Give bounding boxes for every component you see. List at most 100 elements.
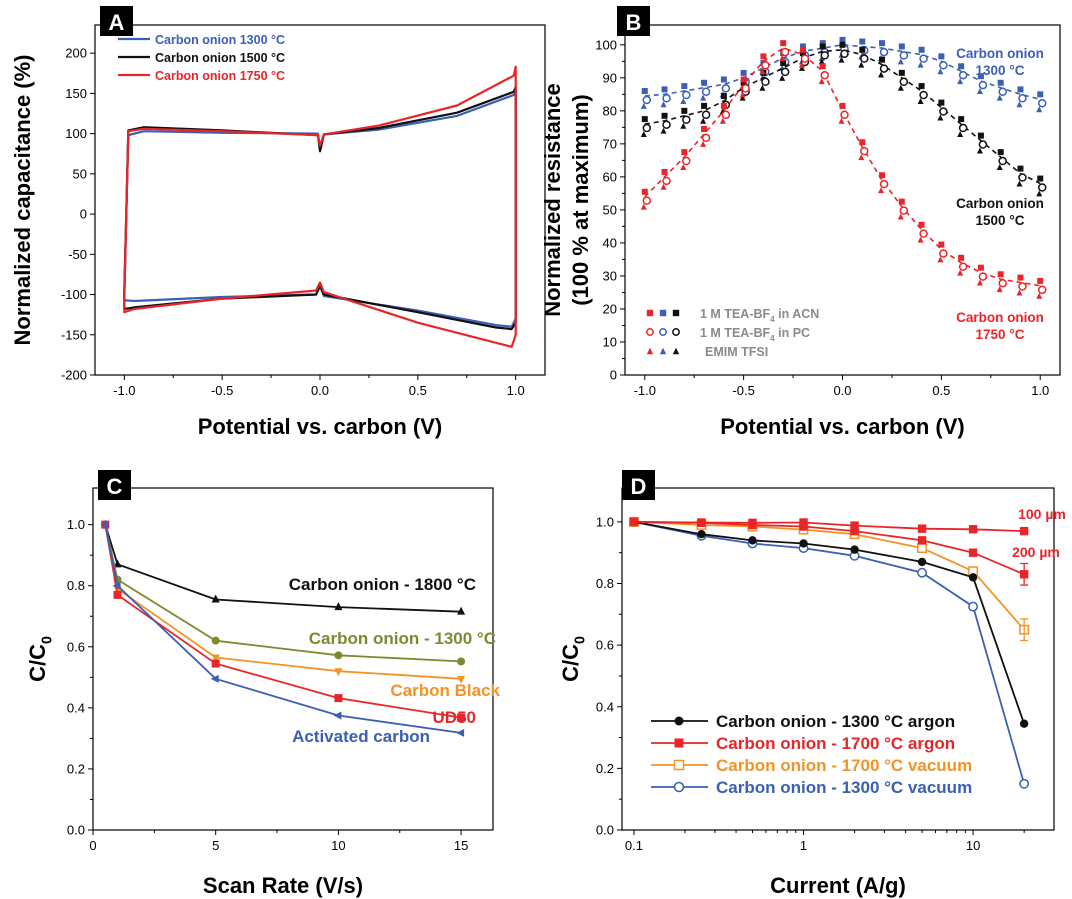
legend-marker	[659, 328, 667, 336]
series-annotation: Carbon onion	[956, 310, 1044, 325]
data-point	[641, 116, 648, 123]
data-point	[680, 122, 687, 129]
legend-label: 1 M TEA-BF4 in ACN	[700, 307, 819, 324]
data-point	[939, 61, 948, 70]
y-axis-label: C/C0	[558, 636, 589, 682]
y-tick-label: 50	[73, 166, 87, 181]
data-point	[681, 83, 688, 90]
data-point	[968, 548, 978, 557]
y-tick-label: 0.0	[67, 823, 85, 838]
data-point	[840, 49, 849, 58]
y-tick-label: 50	[603, 202, 617, 217]
data-point	[917, 536, 927, 545]
x-tick-label: 0.5	[409, 383, 427, 398]
y-tick-label: 0	[610, 368, 617, 383]
data-point	[939, 107, 948, 116]
x-tick-label: 0.5	[932, 383, 950, 398]
data-point	[799, 43, 806, 50]
y-axis-label: Normalized capacitance (%)	[10, 55, 35, 346]
y-tick-label: 150	[65, 86, 87, 101]
data-point	[958, 262, 968, 271]
data-point	[977, 264, 984, 271]
data-point	[700, 117, 707, 124]
legend-marker	[674, 716, 684, 726]
data-point	[641, 188, 648, 195]
data-point	[996, 94, 1003, 101]
data-point	[917, 236, 924, 243]
series-line	[633, 521, 1025, 631]
data-point	[642, 123, 652, 133]
data-point	[899, 77, 909, 87]
data-point	[897, 213, 904, 220]
series-line	[104, 524, 462, 680]
y-tick-label: 70	[603, 136, 617, 151]
x-tick-label: -1.0	[634, 383, 656, 398]
data-point	[799, 46, 806, 53]
y-tick-label: 1.0	[67, 517, 85, 532]
data-point	[997, 271, 1004, 278]
data-point	[1037, 99, 1047, 108]
data-point	[662, 94, 671, 103]
y-tick-label: 10	[603, 334, 617, 349]
data-point	[682, 90, 691, 100]
data-point	[917, 567, 928, 578]
data-point	[937, 256, 944, 263]
data-point	[898, 69, 905, 76]
legend-label: Carbon onion - 1700 °C vacuum	[716, 756, 972, 775]
data-point	[333, 711, 342, 720]
data-point	[1016, 180, 1023, 187]
data-point	[977, 132, 984, 139]
data-point	[858, 61, 865, 68]
series-line	[633, 521, 1025, 532]
data-point	[839, 36, 846, 43]
data-point	[779, 55, 786, 62]
data-point	[938, 99, 945, 106]
data-point	[662, 120, 671, 129]
data-point	[334, 651, 343, 660]
series-line	[123, 90, 517, 328]
legend-marker	[672, 328, 680, 336]
series-annotation: 1750 °C	[976, 327, 1025, 342]
x-axis-label: Potential vs. carbon (V)	[198, 414, 443, 439]
series-line	[123, 85, 517, 331]
data-point	[850, 526, 859, 536]
y-tick-label: 90	[603, 70, 617, 85]
data-point	[662, 176, 671, 186]
data-point	[898, 43, 905, 50]
y-tick-label: 30	[603, 268, 617, 283]
data-point	[996, 286, 1003, 293]
data-point	[838, 56, 845, 63]
x-tick-label: 10	[331, 838, 345, 853]
data-point	[839, 41, 846, 48]
legend-label: Carbon onion - 1300 °C argon	[716, 712, 955, 731]
data-point	[780, 40, 787, 47]
legend-label: Carbon onion - 1300 °C vacuum	[716, 778, 972, 797]
data-point	[1037, 285, 1047, 295]
data-point	[820, 70, 829, 80]
data-point	[661, 168, 668, 175]
legend-marker	[646, 309, 654, 317]
legend-label: Carbon onion 1750 °C	[155, 69, 285, 83]
data-point	[640, 102, 647, 109]
series-label: Activated carbon	[292, 727, 430, 746]
legend-label: Carbon onion - 1700 °C argon	[716, 734, 955, 753]
data-point	[760, 53, 767, 60]
data-point	[978, 140, 988, 149]
x-tick-label: 0	[89, 838, 96, 853]
data-point	[996, 163, 1003, 170]
panel-label: D	[631, 474, 647, 499]
data-point	[919, 229, 928, 238]
data-point	[701, 102, 708, 109]
data-point	[860, 54, 869, 63]
data-point	[1017, 165, 1024, 172]
data-point	[457, 606, 466, 615]
y-axis-label: C/C0	[25, 636, 56, 682]
data-point	[1018, 94, 1027, 103]
y-tick-label: 0.0	[596, 823, 614, 838]
x-tick-label: -0.5	[211, 383, 233, 398]
y-tick-label: -50	[68, 247, 87, 262]
series-line	[104, 524, 462, 613]
data-point	[997, 149, 1004, 156]
data-point	[919, 54, 928, 63]
